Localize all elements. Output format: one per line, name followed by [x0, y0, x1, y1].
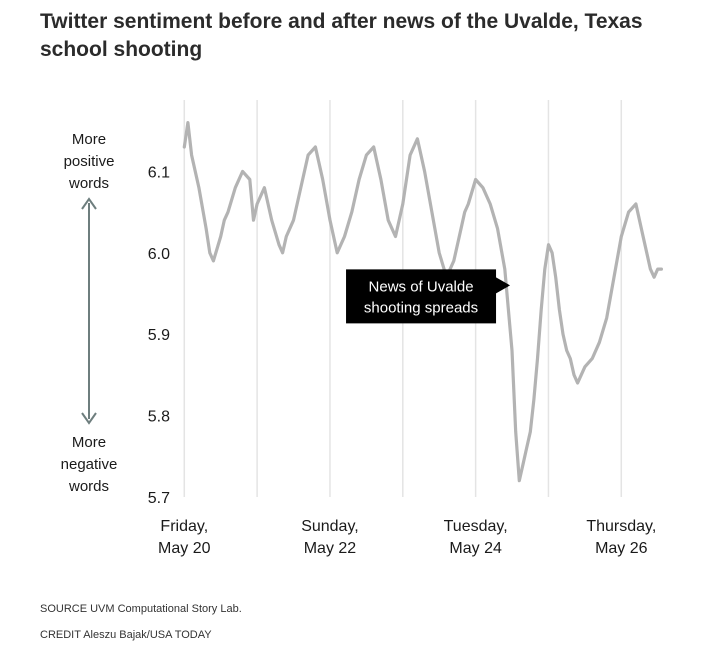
arrow-up-icon [81, 197, 97, 210]
x-tick-label: Thursday, [586, 518, 656, 535]
annotation-line-1: News of Uvalde [369, 278, 474, 295]
y-tick-label: 6.0 [148, 246, 170, 263]
x-tick-label: Friday, [160, 518, 208, 535]
y-tick-label: 5.8 [148, 409, 170, 426]
arrow-down-icon [81, 412, 97, 425]
chart-title: Twitter sentiment before and after news … [40, 10, 643, 61]
x-tick-label: May 26 [595, 540, 648, 557]
side-label-positive-3: words [68, 175, 109, 192]
gridlines [183, 100, 623, 497]
y-tick-label: 6.1 [148, 164, 170, 181]
side-label-positive-2: positive [64, 153, 115, 170]
x-tick-label: Sunday, [301, 518, 359, 535]
source-note: SOURCE UVM Computational Story Lab. [40, 603, 242, 615]
annotation-box [346, 269, 511, 324]
annotation-callout: News of Uvalde shooting spreads [346, 269, 511, 324]
x-tick-label: Tuesday, [444, 518, 508, 535]
credit-note: CREDIT Aleszu Bajak/USA TODAY [40, 629, 212, 641]
y-axis-ticks: 6.1 6.0 5.9 5.8 5.7 [148, 164, 170, 507]
annotation-line-2: shooting spreads [364, 299, 478, 316]
side-label-negative-2: negative [61, 456, 118, 473]
side-label-positive-1: More [72, 131, 106, 148]
x-tick-label: May 20 [158, 540, 211, 557]
y-tick-label: 5.7 [148, 490, 170, 507]
y-tick-label: 5.9 [148, 327, 170, 344]
side-label-negative-1: More [72, 434, 106, 451]
x-tick-label: May 22 [304, 540, 357, 557]
side-label-negative-3: words [68, 478, 109, 495]
x-tick-label: May 24 [449, 540, 502, 557]
x-axis-ticks: Friday, May 20 Sunday, May 22 Tuesday, May 24… [158, 518, 656, 557]
chart-svg: More positive words More negative words … [61, 100, 663, 557]
